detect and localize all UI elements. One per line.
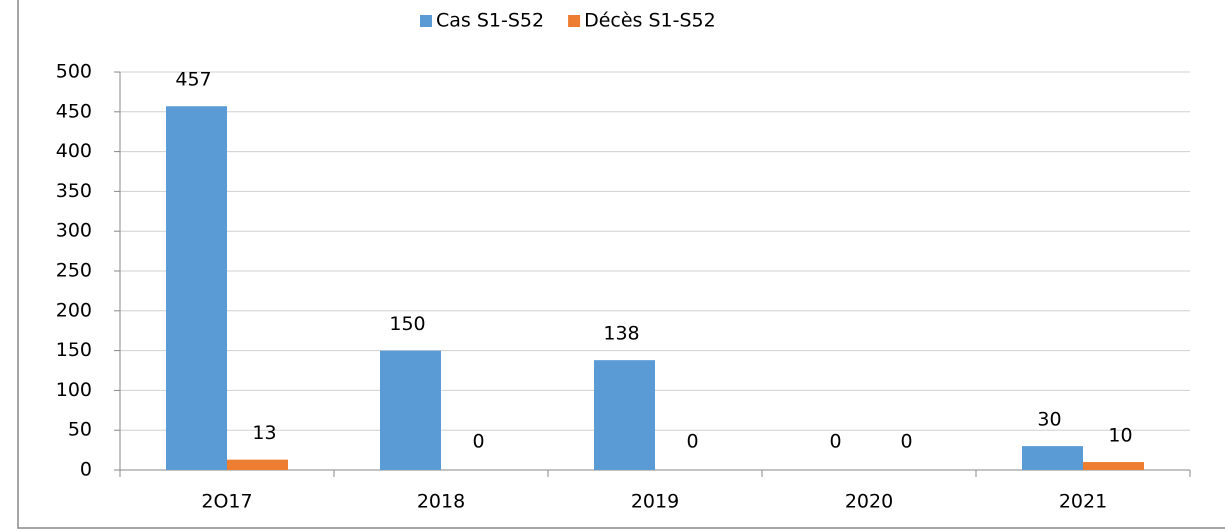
bar [166,106,227,470]
data-label: 0 [829,431,841,453]
y-tick-label: 450 [56,100,92,122]
y-tick-label: 50 [68,419,92,441]
x-tick-label: 2O17 [201,491,252,513]
data-label: 138 [603,323,639,345]
legend: Cas S1-S52 Décès S1-S52 [420,10,716,32]
data-label: 0 [686,431,698,453]
y-tick-label: 0 [80,459,92,481]
legend-swatch [420,15,432,27]
y-tick-label: 250 [56,260,92,282]
y-tick-label: 400 [56,140,92,162]
y-tick-label: 150 [56,339,92,361]
legend-label: Décès S1-S52 [584,10,716,32]
y-tick-label: 200 [56,299,92,321]
data-label: 0 [472,431,484,453]
x-tick-label: 2021 [1059,491,1107,513]
legend-swatch [568,15,581,27]
y-tick-label: 300 [56,220,92,242]
bar [1022,446,1083,470]
y-tick-label: 350 [56,180,92,202]
bar [594,360,655,470]
legend-label: Cas S1-S52 [436,10,544,32]
data-label: 30 [1037,409,1061,431]
bar [1083,462,1144,470]
data-label: 457 [175,69,211,91]
y-tick-label: 500 [56,61,92,83]
x-tick-label: 2020 [845,491,893,513]
bar [227,459,288,470]
data-label: 0 [900,431,912,453]
data-label: 10 [1108,425,1132,447]
data-label: 150 [389,313,425,335]
bar [380,350,441,470]
data-label: 13 [252,422,276,444]
x-tick-label: 2019 [631,491,679,513]
y-tick-label: 100 [56,379,92,401]
x-tick-label: 2018 [417,491,465,513]
